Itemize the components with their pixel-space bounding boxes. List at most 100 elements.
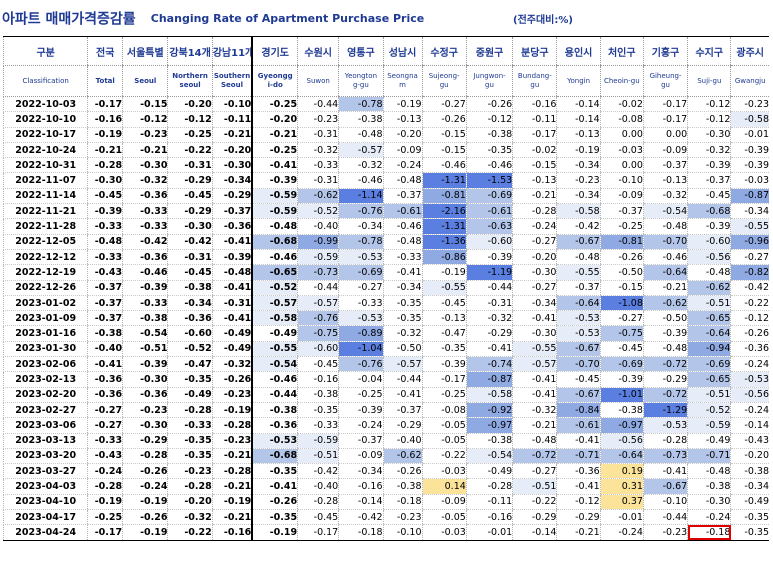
- row-date: 2022-11-14: [2, 188, 88, 205]
- cell-seongnam: -0.09: [382, 142, 423, 159]
- row-date: 2023-01-30: [2, 341, 88, 358]
- cell-giheung-gu: -0.37: [642, 157, 688, 174]
- cell-total: -0.27: [87, 402, 123, 419]
- cell-southern-seoul: -0.37: [211, 203, 253, 220]
- table-row: 2022-12-12 -0.33 -0.36 -0.31 -0.39 -0.46 -0.59…: [2, 249, 769, 266]
- cell-jungwon-gu: -0.41: [465, 341, 513, 358]
- cell-yeongtong-gu: -0.39: [338, 402, 384, 419]
- cell-suwon: -0.16: [297, 371, 339, 388]
- cell-bundang-gu: -0.41: [512, 371, 557, 388]
- cell-southern-seoul: -0.23: [211, 387, 253, 403]
- cell-suji-gu: -0.30: [687, 127, 731, 143]
- cell-sujeong-gu: -0.15: [421, 127, 467, 143]
- cell-jungwon-gu: -0.60: [465, 234, 513, 250]
- cell-gwangju: -0.23: [730, 96, 769, 113]
- cell-cheoin-gu: -0.64: [599, 448, 644, 465]
- table-row: 2022-12-19 -0.43 -0.46 -0.45 -0.48 -0.65 -0.73…: [2, 264, 769, 281]
- row-date: 2022-12-05: [2, 234, 88, 250]
- cell-suji-gu: -0.12: [687, 96, 731, 113]
- cell-jungwon-gu: -0.54: [465, 448, 513, 465]
- cell-gwangju: -0.36: [730, 341, 769, 358]
- cell-suwon: -0.99: [297, 234, 339, 250]
- row-date: 2022-10-24: [2, 142, 88, 159]
- cell-suwon: -0.40: [297, 478, 339, 495]
- price-change-table: 구분 전국 서울특별 강북14개 강남11개 경기도 수원시 영통구 성남시 수정구 중원구 분당구 용…: [2, 36, 769, 541]
- cell-jungwon-gu: -0.31: [465, 295, 513, 312]
- cell-seongnam: -0.13: [382, 111, 423, 128]
- cell-suwon: -0.62: [297, 188, 339, 205]
- cell-giheung-gu: -0.64: [642, 264, 688, 281]
- table-body: 2022-10-03 -0.17 -0.15 -0.20 -0.10 -0.25 -0.44…: [2, 96, 769, 541]
- cell-sujeong-gu: -0.19: [421, 264, 467, 281]
- cell-seoul: -0.26: [122, 509, 168, 526]
- cell-gwangju: -0.35: [730, 524, 769, 541]
- cell-cheoin-gu: -1.01: [599, 387, 644, 403]
- cell-yongin: -0.19: [556, 142, 601, 159]
- cell-southern-seoul: -0.26: [211, 371, 253, 388]
- cell-suwon: -0.32: [297, 142, 339, 159]
- cell-suwon: -0.44: [297, 96, 339, 113]
- cell-total: -0.16: [87, 111, 123, 128]
- header-en-14: Giheung-gu: [642, 65, 688, 97]
- cell-suji-gu: -0.24: [687, 509, 731, 526]
- cell-seongnam: -0.24: [382, 157, 423, 174]
- cell-cheoin-gu: -0.15: [599, 280, 644, 296]
- row-date: 2023-04-10: [2, 494, 88, 511]
- cell-gyeonggi-do: -0.68: [251, 448, 298, 465]
- cell-southern-seoul: -0.36: [211, 218, 253, 235]
- cell-jungwon-gu: -0.58: [465, 387, 513, 403]
- cell-total: -0.45: [87, 188, 123, 205]
- cell-yeongtong-gu: -0.37: [338, 433, 384, 449]
- cell-suji-gu: -0.65: [687, 310, 731, 327]
- cell-gwangju: -0.12: [730, 310, 769, 327]
- cell-total: -0.43: [87, 448, 123, 465]
- cell-seongnam: -0.48: [382, 172, 423, 189]
- cell-yeongtong-gu: -0.34: [338, 218, 384, 235]
- cell-bundang-gu: -0.11: [512, 111, 557, 128]
- cell-southern-seoul: -0.20: [211, 142, 253, 159]
- table-row: 2023-04-17 -0.25 -0.26 -0.32 -0.21 -0.35 -0.45…: [2, 509, 769, 526]
- cell-yeongtong-gu: -0.89: [338, 325, 384, 342]
- cell-gwangju: -0.14: [730, 417, 769, 434]
- cell-gwangju: -0.39: [730, 142, 769, 159]
- cell-bundang-gu: -0.24: [512, 218, 557, 235]
- cell-seoul: -0.15: [122, 96, 168, 113]
- table-row: 2022-10-24 -0.21 -0.21 -0.22 -0.20 -0.25 -0.32…: [2, 142, 769, 159]
- cell-giheung-gu: -0.23: [642, 524, 688, 541]
- row-date: 2022-11-07: [2, 172, 88, 189]
- cell-seongnam: -0.61: [382, 203, 423, 220]
- cell-jungwon-gu: -0.74: [465, 356, 513, 373]
- cell-gwangju: -0.96: [730, 234, 769, 250]
- cell-cheoin-gu: 0.37: [599, 494, 644, 511]
- row-date: 2022-10-31: [2, 157, 88, 174]
- cell-sujeong-gu: -0.39: [421, 356, 467, 373]
- cell-suji-gu: -0.39: [687, 218, 731, 235]
- cell-suji-gu: -0.59: [687, 417, 731, 434]
- cell-yongin: -0.67: [556, 387, 601, 403]
- cell-northern-seoul: -0.20: [167, 96, 213, 113]
- cell-cheoin-gu: -0.39: [599, 371, 644, 388]
- cell-giheung-gu: -0.46: [642, 249, 688, 266]
- cell-gyeonggi-do: -0.26: [251, 494, 298, 511]
- cell-seoul: -0.51: [122, 341, 168, 358]
- cell-total: -0.33: [87, 218, 123, 235]
- cell-seoul: -0.21: [122, 142, 168, 159]
- cell-cheoin-gu: -0.09: [599, 188, 644, 205]
- cell-southern-seoul: -0.21: [211, 448, 253, 465]
- cell-sujeong-gu: -0.05: [421, 509, 467, 526]
- table-row: 2023-03-06 -0.27 -0.30 -0.33 -0.28 -0.36 -0.33…: [2, 417, 769, 434]
- cell-jungwon-gu: -0.16: [465, 509, 513, 526]
- cell-yeongtong-gu: -0.09: [338, 448, 384, 465]
- header-en-1: Total: [87, 65, 123, 97]
- cell-suwon: -0.52: [297, 203, 339, 220]
- cell-jungwon-gu: -0.29: [465, 325, 513, 342]
- cell-seongnam: -0.32: [382, 325, 423, 342]
- cell-yongin: -0.14: [556, 96, 601, 113]
- cell-gwangju: -0.27: [730, 249, 769, 266]
- cell-yeongtong-gu: -0.42: [338, 509, 384, 526]
- row-date: 2022-10-17: [2, 127, 88, 143]
- cell-sujeong-gu: -0.26: [421, 111, 467, 128]
- cell-total: -0.17: [87, 96, 123, 113]
- cell-total: -0.28: [87, 157, 123, 174]
- table-row: 2023-04-03 -0.28 -0.24 -0.28 -0.21 -0.41 -0.40…: [2, 478, 769, 495]
